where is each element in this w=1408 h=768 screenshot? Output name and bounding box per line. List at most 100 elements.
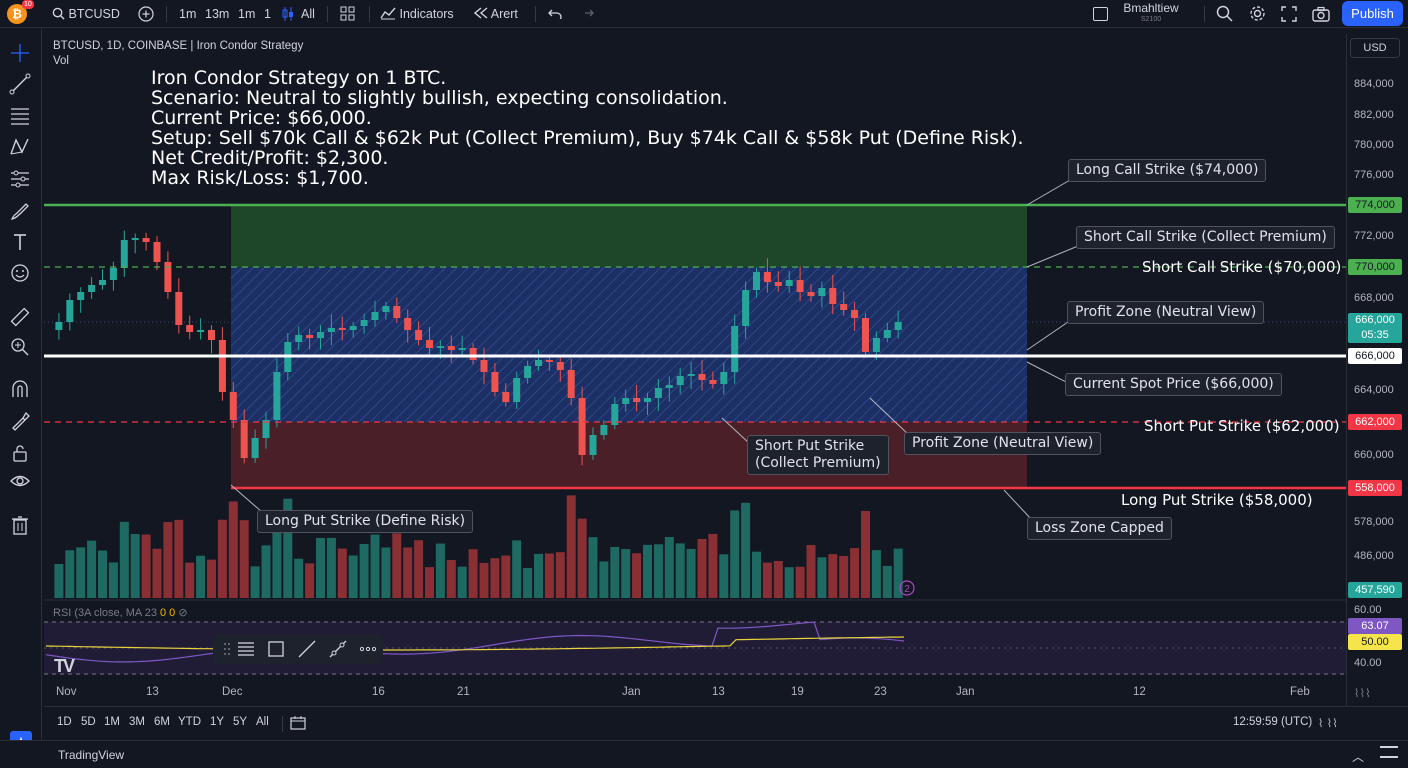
note-line: Current Price: $66,000.	[151, 107, 372, 129]
candle-body	[818, 288, 826, 296]
layouts-button[interactable]	[340, 0, 355, 28]
snapshot-button[interactable]	[1312, 0, 1330, 28]
undo-button[interactable]	[548, 0, 562, 28]
short-put-callout[interactable]: Short Put Strike (Collect Premium)	[747, 435, 889, 475]
quick-search-button[interactable]	[1216, 0, 1233, 28]
redo-button[interactable]	[580, 0, 594, 28]
trash-icon[interactable]	[9, 514, 31, 536]
symbol-search-button[interactable]: BTCUSD	[52, 0, 120, 28]
short-put-callout-line1: Short Put Strike	[755, 438, 865, 454]
magnet-icon[interactable]	[9, 378, 31, 400]
strategy-note[interactable]: Iron Condor Strategy on 1 BTC. Scenario:…	[151, 68, 1024, 188]
candle-body	[622, 398, 630, 404]
candle-body	[109, 268, 117, 280]
range-5y[interactable]: 5Y	[233, 716, 248, 728]
legend-title[interactable]: BTCUSD, 1D, COINBASE | Iron Condor Strat…	[53, 40, 304, 52]
user-menu[interactable]: Bmahltiew S2100	[1121, 1, 1181, 24]
volume-bar	[850, 548, 860, 598]
range-1m[interactable]: 1M	[104, 716, 120, 728]
axis-settings-icon[interactable]: ⌇⌇⌇	[1354, 688, 1371, 700]
lines-icon[interactable]	[235, 638, 257, 660]
candle-body	[709, 380, 717, 384]
lock-icon[interactable]	[9, 442, 31, 464]
volume-bar	[741, 502, 751, 598]
pattern-icon[interactable]	[9, 136, 31, 158]
fullscreen-button[interactable]	[1281, 0, 1297, 28]
prediction-icon[interactable]	[9, 168, 31, 190]
volume-badge-icon[interactable]	[899, 580, 915, 596]
candle-body	[382, 306, 390, 312]
profit-zone-top-callout[interactable]: Profit Zone (Neutral View)	[1067, 301, 1265, 324]
range-ytd[interactable]: YTD	[178, 716, 201, 728]
publish-button[interactable]: Publish	[1342, 1, 1403, 26]
price-tick: 578,000	[1354, 516, 1394, 528]
more-icon[interactable]	[357, 638, 379, 660]
ray-tool-icon[interactable]	[327, 638, 349, 660]
long-put-callout[interactable]: Long Put Strike (Define Risk)	[257, 510, 474, 533]
clock-display[interactable]: 12:59:59 (UTC)	[1233, 716, 1313, 728]
short-call-label[interactable]: Short Call Strike ($70,000)	[1142, 258, 1342, 276]
layout-checkbox[interactable]	[1093, 7, 1108, 21]
volume-bar	[566, 495, 576, 598]
chevron-up-icon[interactable]: ︿	[1352, 750, 1365, 764]
long-put-price-tag: 558,000	[1348, 480, 1402, 496]
volume-bar	[185, 562, 195, 598]
loss-zone-callout[interactable]: Loss Zone Capped	[1027, 517, 1172, 540]
interval-13m[interactable]: 13m	[205, 7, 230, 21]
bitcoin-logo-icon[interactable]: ₿	[7, 4, 27, 24]
range-3m[interactable]: 3M	[129, 716, 145, 728]
short-call-callout[interactable]: Short Call Strike (Collect Premium)	[1076, 226, 1335, 249]
candle-body	[153, 242, 161, 262]
drag-handle-icon[interactable]	[217, 638, 239, 660]
candle-body	[131, 238, 139, 240]
clock-settings-icon[interactable]: ⌇ ⌇⌇	[1318, 718, 1339, 730]
range-1y[interactable]: 1Y	[210, 716, 225, 728]
maximize-panel-icon[interactable]	[1380, 746, 1398, 758]
user-sub: S2100	[1140, 16, 1162, 23]
legend-vol[interactable]: Vol	[53, 55, 69, 67]
eye-icon[interactable]	[9, 470, 31, 492]
interval-1m-b[interactable]: 1m	[238, 7, 256, 21]
stay-in-drawing-icon[interactable]	[9, 410, 31, 432]
interval-1[interactable]: 1	[264, 7, 271, 21]
zoom-in-icon[interactable]	[9, 336, 31, 358]
text-icon[interactable]	[9, 231, 31, 253]
interval-1m[interactable]: 1m	[179, 7, 197, 21]
profit-zone-bottom-callout[interactable]: Profit Zone (Neutral View)	[904, 432, 1102, 455]
currency-button[interactable]: USD	[1350, 38, 1400, 58]
range-all[interactable]: All	[256, 716, 269, 728]
indicators-button[interactable]: Indicators	[380, 0, 454, 28]
compare-button[interactable]	[138, 0, 154, 28]
fib-retracement-icon[interactable]	[9, 105, 31, 127]
emoji-icon[interactable]	[9, 262, 31, 284]
price-tick: 660,000	[1354, 449, 1394, 461]
settings-button[interactable]	[1249, 0, 1266, 28]
short-put-label[interactable]: Short Put Strike ($62,000)	[1144, 417, 1340, 435]
range-1d[interactable]: 1D	[57, 716, 72, 728]
footer-label[interactable]: TradingView	[58, 748, 125, 762]
rsi-legend[interactable]: RSI (3A close, MA 23 0 0 ⊘	[53, 606, 188, 619]
volume-bar	[163, 522, 173, 598]
line-tool-icon[interactable]	[296, 638, 318, 660]
spot-price-callout[interactable]: Current Spot Price ($66,000)	[1065, 373, 1282, 396]
all-intervals-button[interactable]: All	[301, 7, 315, 21]
time-tick: 13	[146, 686, 159, 698]
alert-button[interactable]: Arert	[473, 0, 518, 28]
ruler-icon[interactable]	[9, 306, 31, 328]
goto-date-button[interactable]	[290, 716, 306, 733]
candles-type-button[interactable]	[282, 0, 294, 28]
notification-badge: 10	[22, 0, 34, 9]
candle-body	[796, 280, 804, 292]
price-axis[interactable]	[1346, 34, 1408, 706]
volume-tag: 457,590	[1348, 582, 1402, 598]
crosshair-icon[interactable]	[9, 42, 31, 64]
long-put-label[interactable]: Long Put Strike ($58,000)	[1121, 491, 1313, 509]
rectangle-icon[interactable]	[265, 638, 287, 660]
long-call-callout[interactable]: Long Call Strike ($74,000)	[1068, 159, 1267, 182]
range-5d[interactable]: 5D	[81, 716, 96, 728]
range-6m[interactable]: 6M	[154, 716, 170, 728]
brush-icon[interactable]	[9, 200, 31, 222]
note-line: Net Credit/Profit: $2,300.	[151, 147, 389, 169]
trend-line-icon[interactable]	[9, 73, 31, 95]
